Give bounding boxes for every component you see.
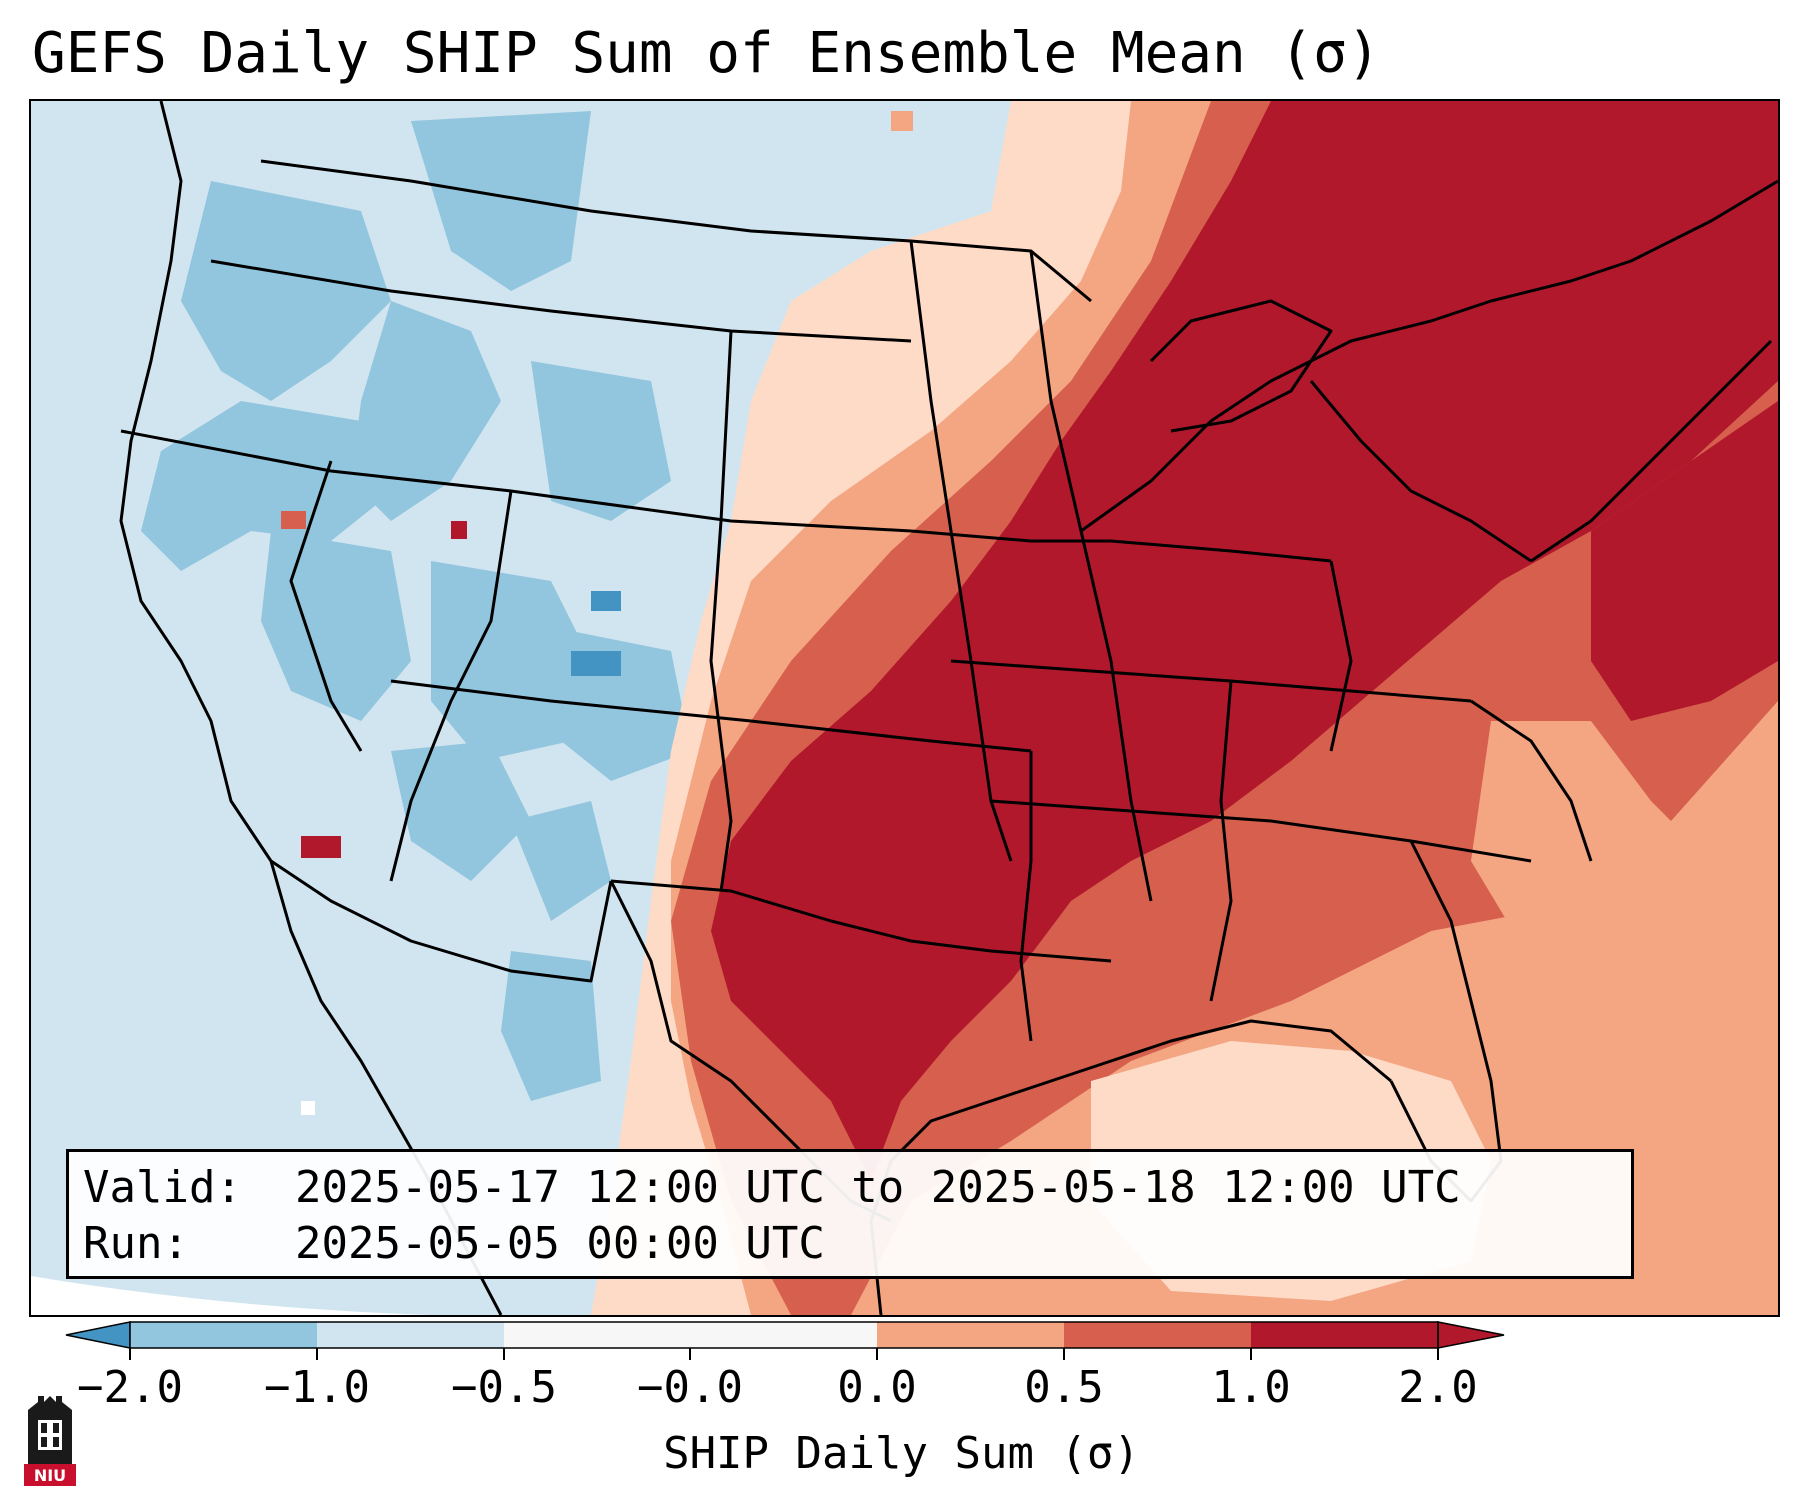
isolated-cells: [281, 111, 913, 1115]
negative-anomaly-patches: [141, 111, 1771, 1315]
colorbar-segment: [1064, 1322, 1251, 1348]
colorbar-tick-label: 0.0: [837, 1362, 917, 1413]
colorbar-tick-label: 2.0: [1398, 1362, 1478, 1413]
colorbar-tick-label: −0.0: [637, 1362, 743, 1413]
colorbar-tick-label: −0.5: [451, 1362, 557, 1413]
ship-anomaly-map: [31, 101, 1778, 1315]
colorbar-tick-label: 0.5: [1024, 1362, 1104, 1413]
projection-edge: [31, 1276, 671, 1315]
strong-negative-patches: [571, 591, 621, 676]
very-strong-positive-zone: [711, 101, 1778, 1181]
niu-logo: NIU: [24, 1396, 76, 1486]
colorbar-extend-high: [1437, 1321, 1505, 1349]
run-line: Run: 2025-05-05 00:00 UTC: [83, 1216, 1617, 1272]
map-title: GEFS Daily SHIP Sum of Ensemble Mean (σ): [32, 21, 1381, 86]
colorbar-segment: [690, 1322, 877, 1348]
colorbar-label: SHIP Daily Sum (σ): [663, 1428, 1140, 1479]
colorbar-segment: [1251, 1322, 1438, 1348]
colorbar-extend-low: [65, 1321, 131, 1349]
southeast-moderate-band: [1471, 721, 1778, 1281]
valid-line: Valid: 2025-05-17 12:00 UTC to 2025-05-1…: [83, 1160, 1617, 1216]
state-boundaries: [119, 101, 1778, 1315]
colorbar-segment: [877, 1322, 1064, 1348]
logo-text: NIU: [34, 1466, 66, 1485]
colorbar-tick-label: 1.0: [1211, 1362, 1291, 1413]
valid-label: Valid:: [83, 1162, 242, 1213]
east-coast-strong-band: [1591, 401, 1778, 721]
colorbar-segment: [317, 1322, 504, 1348]
valid-value: 2025-05-17 12:00 UTC to 2025-05-18 12:00…: [295, 1162, 1461, 1213]
colorbar-tick-label: −2.0: [77, 1362, 183, 1413]
map-area: [29, 99, 1780, 1317]
colorbar-ticks: −2.0 −1.0 −0.5 −0.0 0.0 0.5 1.0 2.0: [0, 1362, 1803, 1422]
colorbar-segment: [130, 1322, 317, 1348]
colorbar-segment: [504, 1322, 690, 1348]
run-value: 2025-05-05 00:00 UTC: [295, 1218, 825, 1269]
colorbar-outline: [129, 1321, 1439, 1349]
colorbar-tick-label: −1.0: [264, 1362, 370, 1413]
valid-run-info-box: Valid: 2025-05-17 12:00 UTC to 2025-05-1…: [66, 1149, 1634, 1279]
run-label: Run:: [83, 1218, 189, 1269]
colorbar: [65, 1321, 1505, 1360]
